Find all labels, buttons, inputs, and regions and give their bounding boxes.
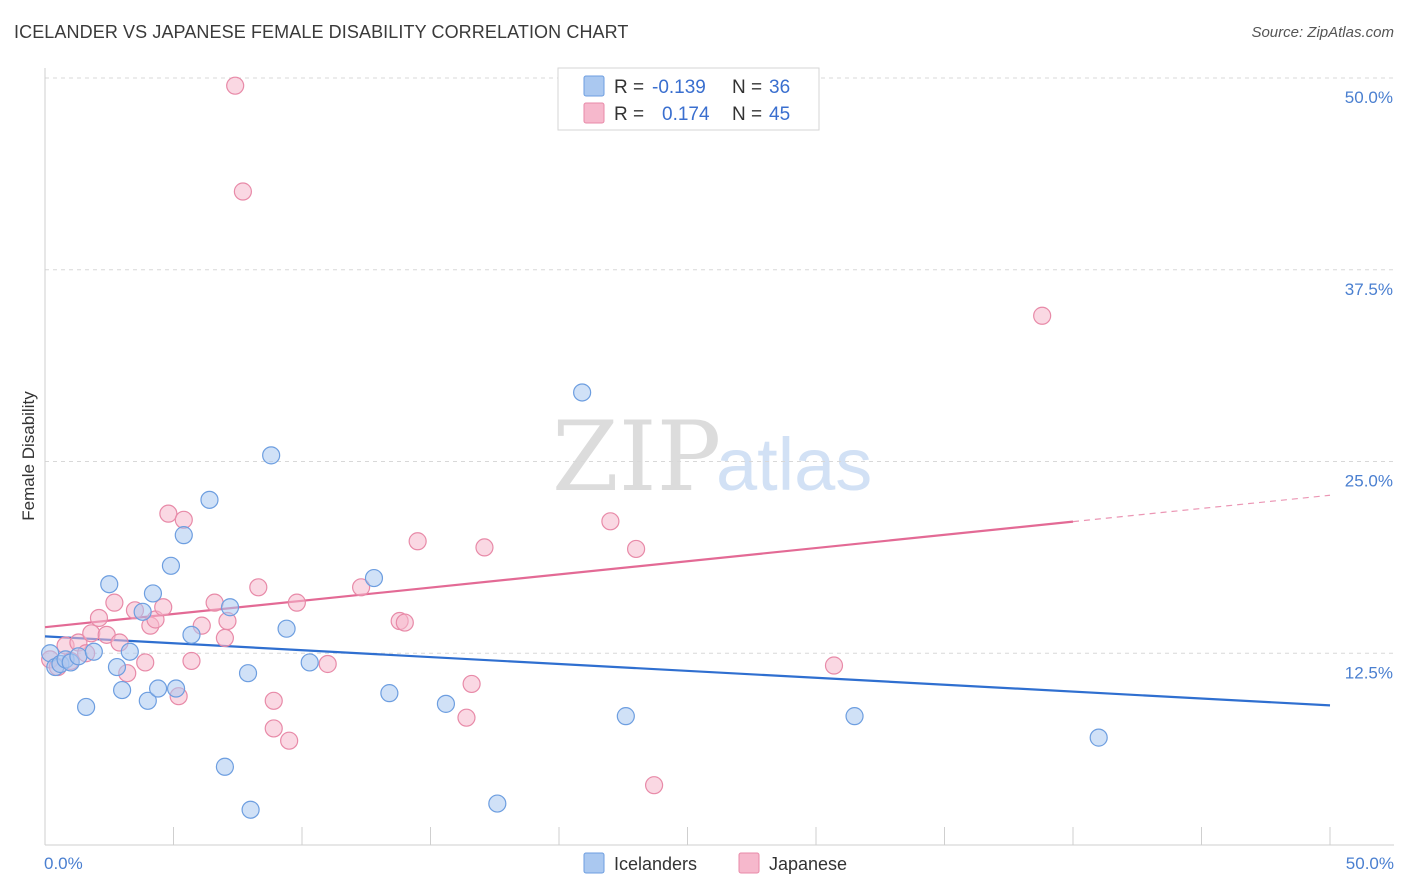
grid-lines	[45, 77, 1394, 654]
y-tick-labels: 12.5% 25.0% 37.5% 50.0%	[1345, 88, 1393, 682]
legend-r-value-2: 0.174	[662, 104, 710, 125]
icelanders-point-25	[262, 446, 281, 465]
japanese-point-37	[457, 708, 476, 727]
trend-lines	[44, 494, 1331, 707]
icelanders-point-32	[573, 383, 592, 402]
y-tick-label-2: 37.5%	[1345, 280, 1393, 299]
japanese-point-38	[462, 674, 481, 694]
japanese-point-32	[318, 654, 337, 674]
japanese-point-6	[82, 624, 101, 643]
icelanders-point-35	[1089, 728, 1108, 747]
icelanders-point-20	[200, 490, 219, 509]
icelanders-point-29	[380, 684, 399, 703]
japanese-point-9	[105, 593, 124, 612]
icelanders-point-7	[84, 642, 103, 661]
bottom-legend-swatch-japanese	[738, 852, 760, 874]
japanese-point-7	[89, 608, 109, 628]
japanese-point-17	[159, 504, 178, 523]
japanese-points	[41, 76, 1052, 795]
icelanders-point-31	[488, 794, 507, 813]
legend-swatch-icelanders	[583, 75, 605, 97]
japanese-point-25	[226, 76, 245, 95]
japanese-point-41	[626, 539, 646, 559]
legend-r-label-2: R =	[614, 104, 644, 125]
icelanders-point-13	[138, 691, 157, 710]
japanese-point-16	[154, 598, 173, 617]
trend-line-extension-japanese	[1072, 494, 1331, 523]
japanese-point-27	[249, 578, 268, 597]
watermark-atlas: atlas	[716, 423, 872, 506]
japanese-point-42	[644, 776, 664, 795]
japanese-point-19	[174, 510, 193, 529]
japanese-point-23	[215, 628, 234, 648]
legend-box: R = -0.139 N = 36 R = 0.174 N = 45	[557, 67, 820, 131]
icelanders-point-22	[220, 598, 240, 617]
japanese-point-22	[205, 593, 224, 612]
icelanders-points	[41, 383, 1108, 819]
japanese-point-33	[352, 578, 371, 597]
icelanders-point-5	[69, 647, 88, 666]
icelanders-point-21	[215, 757, 234, 776]
japanese-point-26	[233, 182, 252, 201]
legend-n-label-2: N =	[732, 104, 762, 125]
icelanders-point-26	[277, 619, 296, 638]
legend-n-value-1: 36	[769, 77, 790, 98]
icelanders-point-24	[241, 800, 260, 819]
y-tick-label-1: 25.0%	[1345, 472, 1393, 491]
source-label: Source: ZipAtlas.com	[1251, 24, 1394, 41]
chart-title: ICELANDER VS JAPANESE FEMALE DISABILITY …	[14, 22, 629, 42]
legend-swatch-japanese	[583, 102, 605, 124]
bottom-legend-swatch-icelanders	[583, 852, 605, 874]
icelanders-point-12	[133, 602, 152, 621]
icelanders-point-28	[364, 568, 384, 588]
japanese-point-40	[601, 512, 620, 531]
bottom-legend-japanese: Japanese	[769, 854, 847, 874]
watermark-zip: ZIP	[552, 401, 721, 513]
icelanders-point-16	[161, 556, 181, 575]
icelanders-point-17	[166, 679, 186, 698]
japanese-point-31	[287, 593, 306, 612]
japanese-point-28	[264, 691, 283, 710]
japanese-point-36	[408, 532, 427, 551]
icelanders-point-9	[107, 657, 127, 677]
trend-line-japanese	[44, 520, 1074, 629]
icelanders-point-30	[436, 694, 456, 713]
icelanders-point-19	[182, 625, 201, 644]
icelanders-point-15	[148, 679, 168, 698]
icelanders-point-8	[100, 575, 119, 594]
japanese-point-39	[475, 538, 494, 557]
legend-n-label-1: N =	[732, 77, 762, 98]
japanese-point-13	[136, 653, 155, 672]
legend-r-label-1: R =	[614, 77, 644, 98]
icelanders-point-6	[77, 697, 96, 717]
japanese-point-29	[264, 719, 283, 738]
bottom-legend-icelanders: Icelanders	[614, 854, 697, 874]
legend-n-value-2: 45	[769, 104, 790, 125]
icelanders-point-18	[174, 526, 193, 545]
japanese-point-30	[280, 731, 299, 750]
legend-r-value-1: -0.139	[652, 77, 706, 98]
y-tick-label-3: 50.0%	[1345, 88, 1393, 107]
icelanders-point-14	[143, 584, 163, 603]
icelanders-point-10	[112, 680, 132, 700]
icelanders-point-27	[300, 653, 319, 672]
trend-line-icelanders	[44, 635, 1331, 707]
icelanders-point-11	[120, 642, 139, 661]
axes	[44, 68, 1394, 846]
bottom-legend: Icelanders Japanese	[583, 852, 847, 874]
x-tick-max: 50.0%	[1346, 854, 1394, 873]
y-axis-title: Female Disability	[19, 391, 38, 521]
japanese-point-35	[395, 613, 414, 632]
y-tick-label-0: 12.5%	[1345, 663, 1393, 682]
icelanders-point-33	[616, 707, 635, 726]
icelanders-point-23	[238, 664, 258, 683]
japanese-point-44	[1033, 306, 1052, 325]
japanese-point-43	[824, 656, 844, 675]
x-tick-min: 0.0%	[44, 854, 83, 873]
icelanders-point-34	[845, 707, 864, 726]
japanese-point-20	[182, 651, 201, 671]
